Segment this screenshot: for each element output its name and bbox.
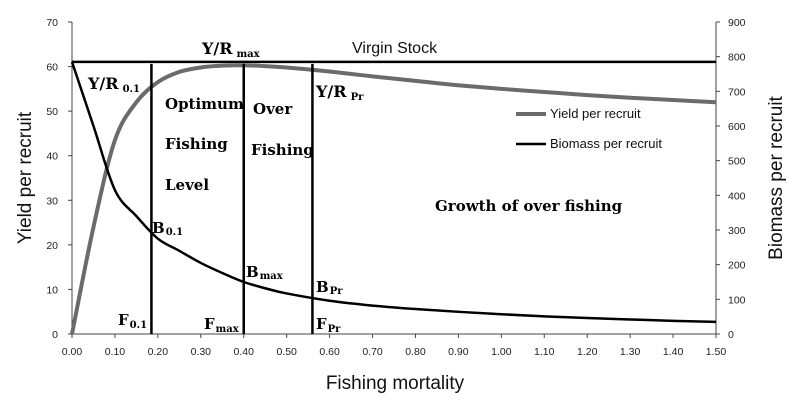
growth-label: Growth of over fishing [435, 197, 623, 215]
yield-per-recruit-line [70, 63, 717, 335]
y-right-tick-label: 200 [728, 260, 746, 272]
y-left-tick-label: 40 [46, 151, 58, 163]
bpr-label: BPr [316, 278, 343, 297]
y-right-tick-label: 400 [728, 190, 746, 202]
y-left-tick-label: 10 [46, 284, 58, 296]
f01-label: F0.1 [118, 311, 147, 331]
y-left-tick-label: 60 [46, 62, 58, 74]
x-tick-label: 0.90 [448, 346, 469, 358]
x-tick-label: 1.20 [577, 346, 598, 358]
y-right-tick-label: 100 [728, 294, 746, 306]
x-tick-label: 1.50 [706, 346, 727, 358]
x-tick-label: 1.10 [534, 346, 555, 358]
b01-label: B0.1 [152, 219, 183, 238]
y-right-tick-label: 800 [728, 52, 746, 64]
optimum-label: Optimum [165, 95, 244, 113]
y-left-tick-label: 50 [46, 106, 58, 118]
x-tick-label: 0.40 [234, 346, 255, 358]
fishing-label-2: Fishing [251, 141, 314, 159]
x-tick-label: 0.80 [405, 346, 426, 358]
x-tick-label: 0.00 [62, 346, 83, 358]
yr-max-label: Y/R max [201, 39, 261, 60]
y-right-tick-label: 500 [728, 156, 746, 168]
legend-label-biomass: Biomass per recruit [550, 136, 662, 151]
fpr-label: FPr [316, 315, 341, 335]
y-right-tick-label: 300 [728, 225, 746, 237]
y-right-tick-label: 0 [728, 329, 734, 341]
y-left-tick-label: 20 [46, 240, 58, 252]
y-right-tick-label: 700 [728, 86, 746, 98]
x-tick-label: 0.50 [276, 346, 297, 358]
fmax-label: Fmax [204, 315, 240, 335]
level-label: Level [165, 176, 209, 194]
bmax-label: Bmax [246, 263, 284, 282]
x-tick-label: 1.00 [491, 346, 512, 358]
x-tick-label: 0.70 [362, 346, 383, 358]
y-right-tick-label: 600 [728, 121, 746, 133]
x-tick-label: 0.20 [148, 346, 169, 358]
y-left-tick-label: 0 [52, 329, 58, 341]
y-left-tick-label: 70 [46, 17, 58, 29]
yr-pr-label: Y/R Pr [315, 82, 364, 103]
legend-label-yield: Yield per recruit [550, 106, 641, 121]
biomass-per-recruit-line [70, 61, 717, 324]
fishing-label-1: Fishing [165, 135, 228, 153]
legend: Yield per recruit Biomass per recruit [516, 106, 662, 151]
series-layer [70, 61, 717, 335]
over-label: Over [253, 100, 293, 118]
y-axis-title-right: Biomass per recruit [766, 95, 787, 259]
tick-labels: 0.00 0.10 0.20 0.30 0.40 0.50 0.60 0.70 0.80 0.90… [46, 17, 745, 358]
x-axis-title: Fishing mortality [326, 373, 465, 394]
yr-01-label: Y/R 0.1 [87, 74, 140, 95]
x-tick-label: 1.40 [663, 346, 684, 358]
x-tick-label: 1.30 [620, 346, 641, 358]
x-tick-label: 0.10 [105, 346, 126, 358]
reference-lines [150, 63, 314, 334]
axes [68, 21, 720, 338]
y-axis-title-left: Yield per recruit [15, 111, 36, 244]
y-right-tick-label: 900 [728, 17, 746, 29]
annotations: Virgin Stock Y/R max Y/R 0.1 Y/R Pr Optimum… [87, 39, 623, 335]
x-tick-label: 0.60 [319, 346, 340, 358]
virgin-stock-label: Virgin Stock [352, 40, 438, 57]
y-left-tick-label: 30 [46, 195, 58, 207]
x-tick-label: 0.30 [191, 346, 212, 358]
